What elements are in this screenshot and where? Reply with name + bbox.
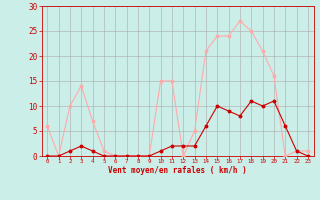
- X-axis label: Vent moyen/en rafales ( km/h ): Vent moyen/en rafales ( km/h ): [108, 166, 247, 175]
